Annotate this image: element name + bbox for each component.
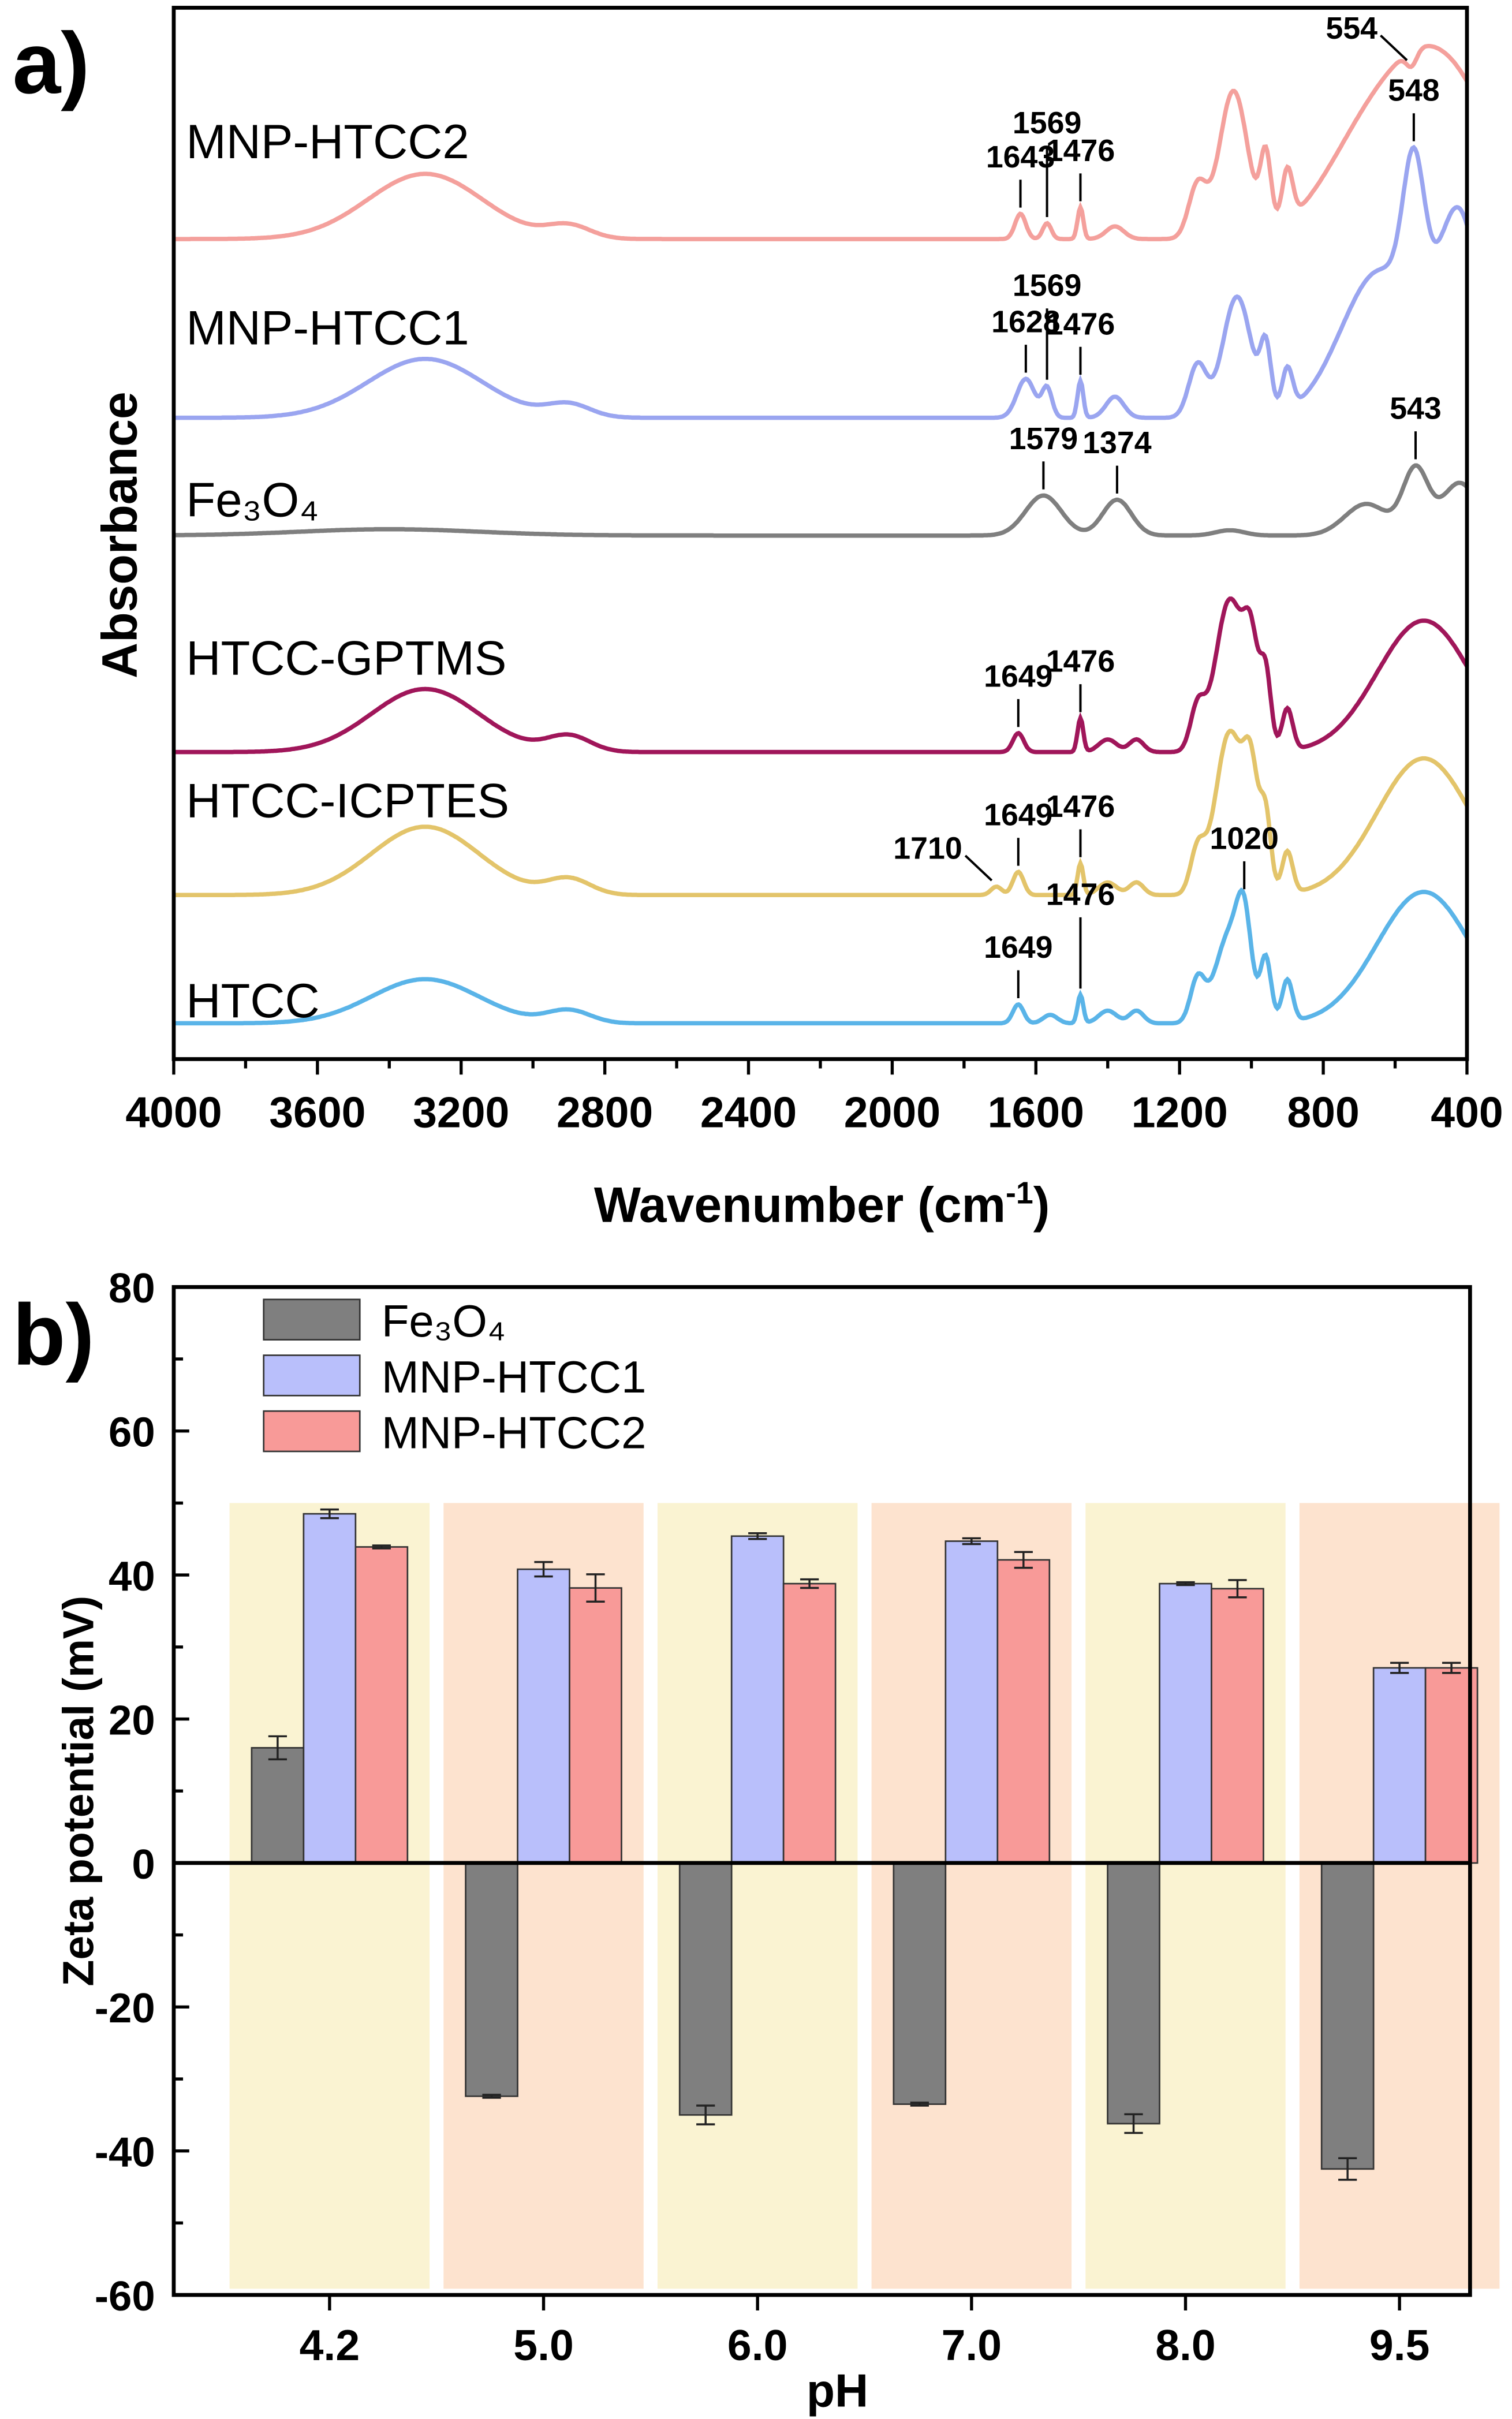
peak-annotation: 1579	[1009, 421, 1078, 456]
peak-annotation: 543	[1390, 391, 1442, 426]
bar	[303, 1513, 357, 1864]
bar	[678, 1862, 733, 2116]
bar	[1211, 1588, 1264, 1864]
peak-annotation: 1649	[984, 798, 1052, 833]
y-tick-label: -40	[95, 2129, 155, 2176]
bar	[1107, 1862, 1160, 2125]
x-tick-label: 1600	[988, 1088, 1084, 1137]
ftir-x-ticks: 4000 3600 3200 2800 2400 2000 1600 1200 800 400	[125, 1059, 1503, 1137]
ftir-x-label: Wavenumber (cm	[594, 1177, 1006, 1233]
spectrum-line	[173, 44, 1469, 241]
zeta-plot-frame	[171, 1285, 1472, 2297]
series-label: MNP-HTCC2	[186, 115, 469, 169]
zeta-x-axis-title: pH	[807, 2365, 868, 2417]
spectrum-line	[173, 463, 1469, 538]
x-tick-label: 800	[1287, 1088, 1359, 1137]
ftir-x-axis-title: Wavenumber (cm-1)	[594, 1175, 1050, 1233]
bar	[354, 1546, 409, 1864]
bar	[1159, 1582, 1212, 1864]
x-tick-label: 3200	[413, 1088, 509, 1137]
x-tick-label: 2800	[557, 1088, 653, 1137]
bar	[1320, 1862, 1375, 2170]
spectrum-line	[173, 887, 1469, 1026]
peak-annotation: 1643	[986, 140, 1055, 174]
legend-label: Fe₃O₄	[382, 1296, 506, 1346]
peak-annotation: 1476	[1046, 133, 1115, 168]
panel-a-label: a)	[13, 14, 90, 111]
x-tick-label: 2000	[844, 1088, 940, 1137]
y-tick-label: -60	[95, 2273, 155, 2320]
bar	[996, 1559, 1051, 1864]
peak-annotation: 1476	[1046, 307, 1115, 341]
x-tick-label: 4000	[125, 1088, 222, 1137]
peak-annotation: 1476	[1046, 644, 1115, 679]
x-tick-label: 9.5	[1369, 2321, 1430, 2369]
ftir-x-label-end: )	[1033, 1177, 1050, 1233]
peak-annotation: 548	[1388, 73, 1440, 108]
spectrum-line	[173, 144, 1469, 420]
zeta-plot: -60 -40 -20 0 20 40 60 80 4.2 5.0 6.0 7.0 8.0 9.5 Fe₃O…	[95, 1265, 1500, 2369]
legend-swatch	[263, 1354, 361, 1397]
legend-swatch	[263, 1410, 361, 1453]
bar	[944, 1540, 999, 1864]
peak-annotation: 1476	[1046, 789, 1115, 824]
peak-annotation: 1628	[991, 305, 1060, 339]
series-label: HTCC	[186, 974, 319, 1028]
peak-annotation: 1476	[1046, 877, 1115, 912]
x-tick-label: 6.0	[727, 2321, 788, 2369]
peak-annotation: 1649	[984, 659, 1052, 693]
spectrum-line	[173, 729, 1469, 898]
panel-b-label: b)	[13, 1286, 95, 1383]
spectrum-line	[173, 596, 1469, 755]
legend-label: MNP-HTCC2	[382, 1408, 647, 1458]
peak-annotation: 1020	[1209, 821, 1278, 856]
peak-annotation: 554	[1326, 11, 1377, 46]
legend-label: MNP-HTCC1	[382, 1352, 647, 1402]
y-tick-label: 80	[109, 1265, 155, 1312]
x-tick-label: 4.2	[300, 2321, 360, 2369]
y-tick-label: 60	[109, 1409, 155, 1456]
x-tick-label: 3600	[269, 1088, 365, 1137]
legend-swatch	[263, 1298, 361, 1341]
x-tick-label: 1200	[1132, 1088, 1228, 1137]
bar	[730, 1535, 785, 1864]
peak-annotation: 1374	[1082, 425, 1152, 460]
annotation-leader	[964, 854, 993, 882]
peak-annotation: 1710	[893, 831, 962, 865]
bar	[1372, 1667, 1427, 1864]
x-tick-label: 2400	[700, 1088, 797, 1137]
annotation-leader	[1380, 34, 1408, 61]
bar	[569, 1587, 622, 1864]
x-tick-label: 400	[1431, 1088, 1503, 1137]
peak-annotation: 1649	[984, 930, 1052, 965]
bar	[517, 1568, 570, 1864]
series-label: HTCC-ICPTES	[186, 774, 509, 827]
bar	[893, 1862, 947, 2106]
series-label: Fe₃O₄	[186, 473, 319, 527]
series-label: HTCC-GPTMS	[186, 631, 506, 685]
y-tick-label: 0	[132, 1841, 155, 1888]
peak-annotation: 1569	[1013, 106, 1081, 140]
zeta-y-axis-title: Zeta potential (mV)	[54, 1596, 102, 1987]
x-tick-label: 5.0	[513, 2321, 574, 2369]
ftir-x-label-sup: -1	[1006, 1175, 1033, 1210]
bar	[465, 1862, 518, 2097]
bar	[782, 1582, 837, 1864]
x-tick-label: 8.0	[1155, 2321, 1216, 2369]
peak-annotation: 1569	[1013, 268, 1081, 303]
y-tick-label: 20	[109, 1697, 155, 1744]
series-label: MNP-HTCC1	[186, 301, 469, 354]
y-tick-label: -20	[95, 1985, 155, 2032]
ftir-y-axis-title: Absorbance	[92, 391, 147, 678]
y-tick-label: 40	[109, 1553, 155, 1600]
x-tick-label: 7.0	[942, 2321, 1002, 2369]
bar	[251, 1747, 305, 1864]
